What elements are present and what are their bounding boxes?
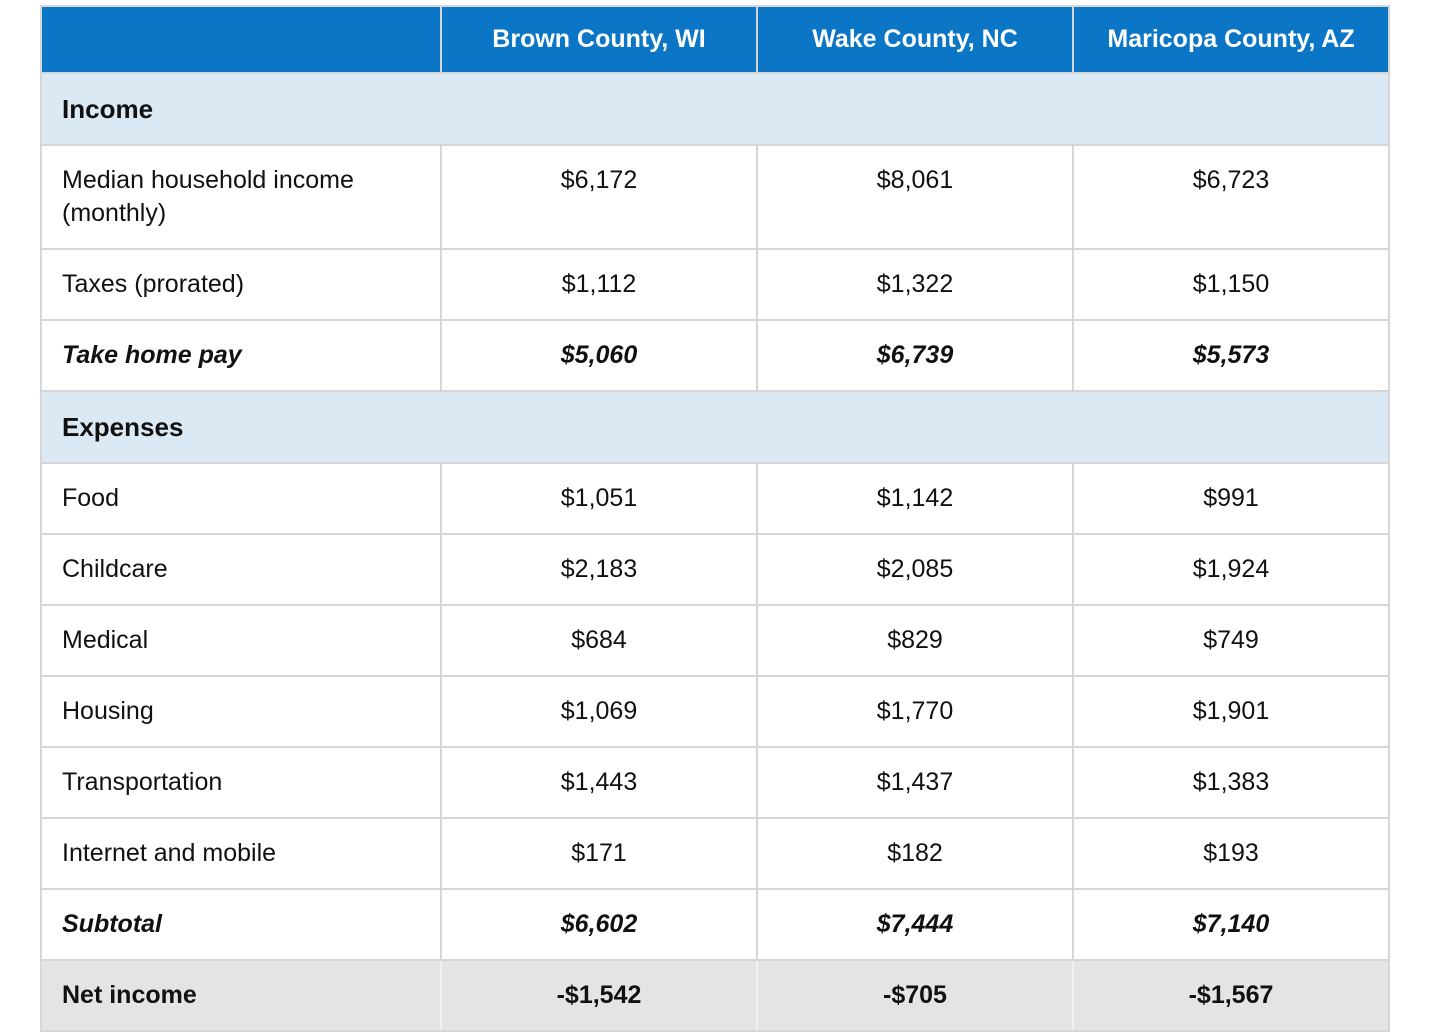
- row-label-subtotal: Subtotal: [40, 888, 442, 961]
- cell-value: $2,183: [440, 533, 758, 606]
- cell-value: $749: [1072, 604, 1390, 677]
- cell-value: $171: [440, 817, 758, 890]
- cell-value: $1,069: [440, 675, 758, 748]
- row-label-food: Food: [40, 462, 442, 535]
- cell-value: $1,142: [756, 462, 1074, 535]
- cell-value: $1,150: [1072, 248, 1390, 321]
- row-label-net-income: Net income: [40, 959, 442, 1032]
- header-cell-brown-county: Brown County, WI: [440, 5, 758, 74]
- cell-value: $6,172: [440, 144, 758, 250]
- cell-value: $1,322: [756, 248, 1074, 321]
- header-cell-empty: [40, 5, 442, 74]
- cell-value: $1,924: [1072, 533, 1390, 606]
- cell-value: $829: [756, 604, 1074, 677]
- cell-value: $6,723: [1072, 144, 1390, 250]
- cell-value: $6,739: [756, 319, 1074, 392]
- cell-value: $1,443: [440, 746, 758, 819]
- row-label-internet-mobile: Internet and mobile: [40, 817, 442, 890]
- cell-value: $5,573: [1072, 319, 1390, 392]
- row-label-taxes: Taxes (prorated): [40, 248, 442, 321]
- cell-value: $1,901: [1072, 675, 1390, 748]
- table-row-housing: Housing $1,069 $1,770 $1,901: [40, 675, 1390, 748]
- cell-value: $1,383: [1072, 746, 1390, 819]
- row-label-median-income: Median household income (monthly): [40, 144, 442, 250]
- cell-value: $1,770: [756, 675, 1074, 748]
- table-row-take-home-pay: Take home pay $5,060 $6,739 $5,573: [40, 319, 1390, 392]
- header-cell-wake-county: Wake County, NC: [756, 5, 1074, 74]
- table-row-subtotal: Subtotal $6,602 $7,444 $7,140: [40, 888, 1390, 961]
- cell-value: $991: [1072, 462, 1390, 535]
- row-label-housing: Housing: [40, 675, 442, 748]
- section-title-expenses: Expenses: [40, 390, 1390, 464]
- cell-value: $5,060: [440, 319, 758, 392]
- table-row-net-income: Net income -$1,542 -$705 -$1,567: [40, 959, 1390, 1032]
- cell-value: -$705: [756, 959, 1074, 1032]
- table-row-median-income: Median household income (monthly) $6,172…: [40, 144, 1390, 250]
- header-cell-maricopa-county: Maricopa County, AZ: [1072, 5, 1390, 74]
- row-label-transportation: Transportation: [40, 746, 442, 819]
- section-row-income: Income: [40, 72, 1390, 146]
- table-row-childcare: Childcare $2,183 $2,085 $1,924: [40, 533, 1390, 606]
- cell-value: -$1,567: [1072, 959, 1390, 1032]
- table-row-transportation: Transportation $1,443 $1,437 $1,383: [40, 746, 1390, 819]
- cell-value: $2,085: [756, 533, 1074, 606]
- cell-value: $193: [1072, 817, 1390, 890]
- cell-value: $1,437: [756, 746, 1074, 819]
- cell-value: $7,444: [756, 888, 1074, 961]
- row-label-medical: Medical: [40, 604, 442, 677]
- table-row-internet-mobile: Internet and mobile $171 $182 $193: [40, 817, 1390, 890]
- cell-value: -$1,542: [440, 959, 758, 1032]
- header-row: Brown County, WI Wake County, NC Maricop…: [40, 5, 1390, 74]
- section-row-expenses: Expenses: [40, 390, 1390, 464]
- row-label-childcare: Childcare: [40, 533, 442, 606]
- row-label-take-home-pay: Take home pay: [40, 319, 442, 392]
- cell-value: $8,061: [756, 144, 1074, 250]
- table-row-food: Food $1,051 $1,142 $991: [40, 462, 1390, 535]
- table-row-taxes: Taxes (prorated) $1,112 $1,322 $1,150: [40, 248, 1390, 321]
- county-comparison-table: Brown County, WI Wake County, NC Maricop…: [40, 5, 1390, 1032]
- cell-value: $7,140: [1072, 888, 1390, 961]
- cell-value: $182: [756, 817, 1074, 890]
- table-row-medical: Medical $684 $829 $749: [40, 604, 1390, 677]
- cell-value: $684: [440, 604, 758, 677]
- cell-value: $6,602: [440, 888, 758, 961]
- cell-value: $1,051: [440, 462, 758, 535]
- cell-value: $1,112: [440, 248, 758, 321]
- section-title-income: Income: [40, 72, 1390, 146]
